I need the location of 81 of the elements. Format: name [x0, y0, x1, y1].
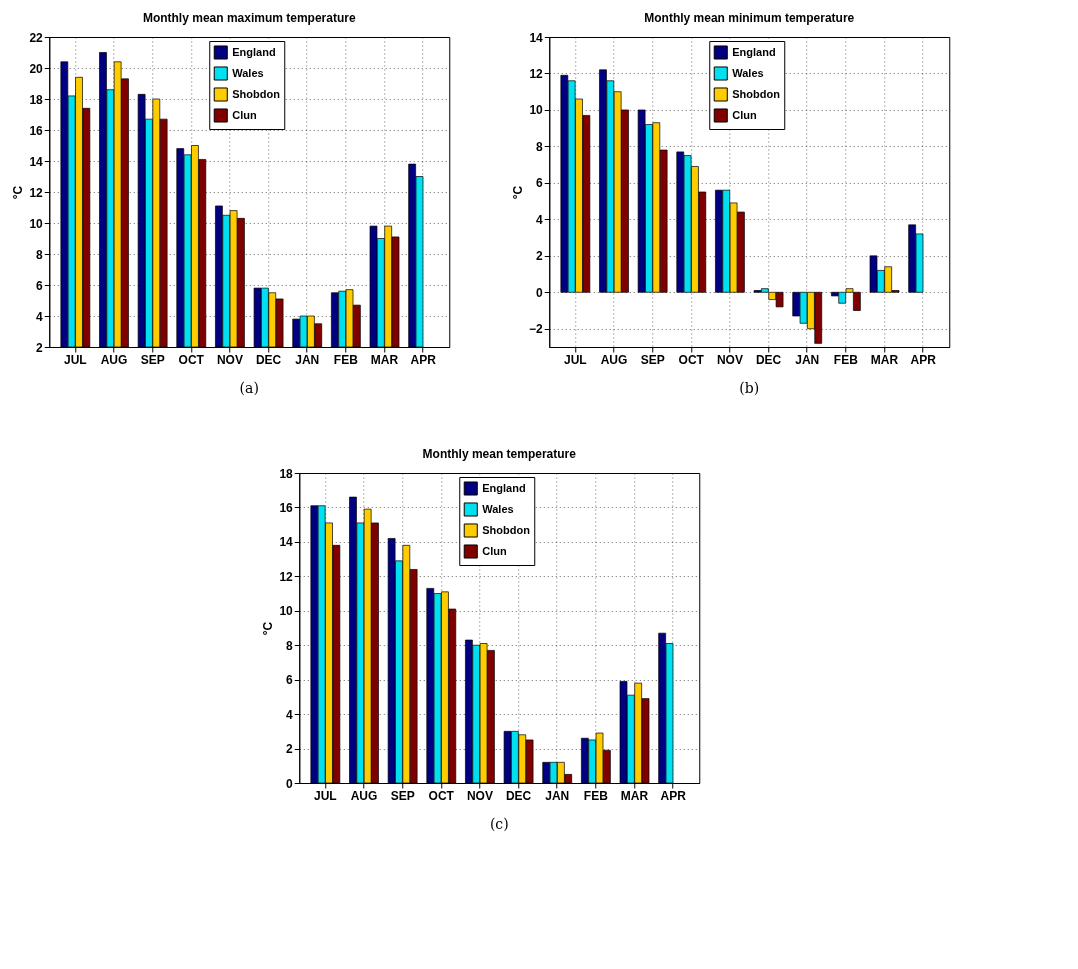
y-tick-label: 18: [279, 466, 294, 481]
x-tick-label: JUL: [564, 352, 587, 367]
x-tick-label: MAR: [620, 788, 649, 803]
x-tick-label: DEC: [255, 352, 282, 367]
legend-label: Shobdon: [732, 87, 781, 100]
text: (c): [489, 816, 509, 832]
x-tick-label: NOV: [216, 352, 243, 367]
y-axis-title: °C: [261, 621, 276, 636]
x-tick-label: APR: [410, 352, 437, 367]
y-tick-label: 14: [29, 154, 44, 169]
y-tick-label: 8: [36, 247, 44, 262]
x-tick-label: AUG: [600, 352, 628, 367]
x-tick-label: APR: [910, 352, 937, 367]
x-tick-label: MAR: [870, 352, 899, 367]
y-tick-label: 6: [36, 278, 44, 293]
chart-title: Monthly mean temperature: [422, 447, 577, 461]
y-tick-label: 14: [279, 535, 294, 550]
x-tick-label: AUG: [100, 352, 128, 367]
legend-label: Wales: [732, 66, 764, 79]
x-tick-label: JAN: [295, 352, 320, 367]
y-tick-label: 4: [286, 707, 294, 722]
y-tick-label: 10: [279, 604, 294, 619]
y-tick-label: 6: [286, 673, 294, 688]
y-tick-label: 10: [529, 103, 544, 118]
legend-label: Wales: [232, 66, 264, 79]
y-tick-label: 12: [279, 569, 294, 584]
x-tick-label: JUL: [314, 788, 337, 803]
x-tick-label: FEB: [583, 788, 609, 803]
y-tick-label: 16: [29, 123, 44, 138]
x-tick-label: JAN: [545, 788, 570, 803]
y-tick-label: 18: [29, 92, 44, 107]
y-axis-title: °C: [511, 185, 526, 200]
legend-label: Shobdon: [232, 87, 281, 100]
legend-label: Wales: [482, 502, 514, 515]
x-tick-label: JUL: [64, 352, 87, 367]
y-tick-label: 2: [536, 249, 544, 264]
legend-label: England: [732, 45, 776, 58]
y-tick-label: 22: [29, 30, 44, 45]
legend-label: Clun: [732, 108, 757, 121]
y-tick-label: 0: [536, 285, 544, 300]
y-tick-label: 0: [286, 776, 294, 791]
y-tick-label: 20: [29, 61, 44, 76]
y-tick-label: 12: [529, 66, 544, 81]
y-tick-label: 6: [536, 176, 544, 191]
y-tick-label: 8: [286, 638, 294, 653]
y-tick-label: 4: [36, 309, 44, 324]
y-tick-label: 2: [286, 742, 294, 757]
y-tick-label: 4: [536, 212, 544, 227]
x-tick-label: NOV: [466, 788, 493, 803]
y-tick-label: 16: [279, 500, 294, 515]
x-tick-label: JAN: [795, 352, 820, 367]
y-tick-label: 10: [29, 216, 44, 231]
legend-label: England: [482, 481, 526, 494]
x-tick-label: MAR: [370, 352, 399, 367]
x-tick-label: NOV: [716, 352, 743, 367]
y-axis-title: °C: [11, 185, 26, 200]
x-tick-label: OCT: [428, 788, 455, 803]
legend-label: Shobdon: [482, 523, 531, 536]
text: (b): [739, 380, 760, 396]
x-tick-label: OCT: [678, 352, 705, 367]
legend-label: Clun: [232, 108, 257, 121]
x-tick-label: AUG: [350, 788, 378, 803]
y-tick-label: −2: [529, 322, 544, 337]
x-tick-label: DEC: [505, 788, 532, 803]
x-tick-label: OCT: [178, 352, 205, 367]
x-tick-label: APR: [660, 788, 687, 803]
y-tick-label: 2: [36, 340, 44, 355]
text: (a): [239, 380, 259, 396]
legend-label: England: [232, 45, 276, 58]
x-tick-label: DEC: [755, 352, 782, 367]
x-tick-label: FEB: [333, 352, 359, 367]
chart-title: Monthly mean maximum temperature: [142, 11, 356, 25]
y-tick-label: 14: [529, 30, 544, 45]
x-tick-label: SEP: [140, 352, 165, 367]
x-tick-label: FEB: [833, 352, 859, 367]
y-tick-label: 8: [536, 139, 544, 154]
x-tick-label: SEP: [390, 788, 415, 803]
chart-title: Monthly mean minimum temperature: [644, 11, 855, 25]
x-tick-label: SEP: [640, 352, 665, 367]
legend-label: Clun: [482, 544, 507, 557]
y-tick-label: 12: [29, 185, 44, 200]
